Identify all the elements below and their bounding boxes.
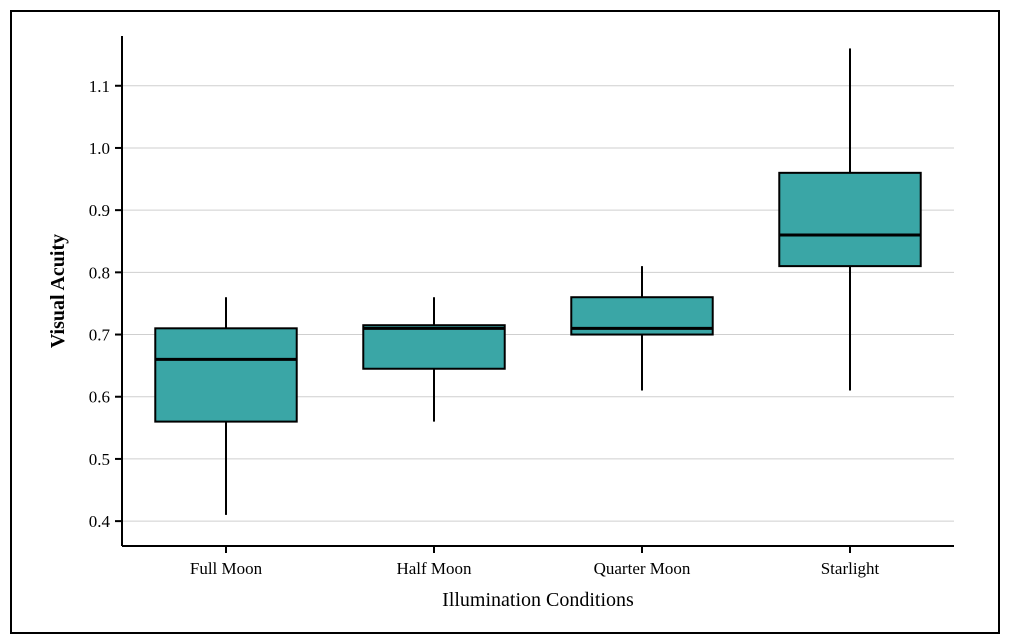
x-axis-title: Illumination Conditions — [442, 589, 634, 611]
y-tick-label: 0.7 — [89, 326, 111, 345]
x-tick-label: Full Moon — [190, 559, 263, 578]
y-tick-label: 0.5 — [89, 450, 110, 469]
y-tick-label: 0.8 — [89, 263, 110, 282]
boxplot-chart: 0.4 0.5 0.6 0.7 0.8 0.9 1.0 1.1 Full Moon Half Mo… — [36, 26, 974, 618]
x-tick-label: Quarter Moon — [594, 559, 691, 578]
x-tick-label: Half Moon — [396, 559, 472, 578]
y-tick-label: 0.9 — [89, 201, 110, 220]
y-tick-label: 1.1 — [89, 77, 110, 96]
y-tick-label: 0.4 — [89, 512, 111, 531]
y-axis-title: Visual Acuity — [47, 234, 69, 348]
x-tick-label: Starlight — [821, 559, 880, 578]
y-tick-label: 0.6 — [89, 388, 110, 407]
chart-frame: 0.4 0.5 0.6 0.7 0.8 0.9 1.0 1.1 Full Moon Half Mo… — [10, 10, 1000, 634]
y-tick-label: 1.0 — [89, 139, 110, 158]
